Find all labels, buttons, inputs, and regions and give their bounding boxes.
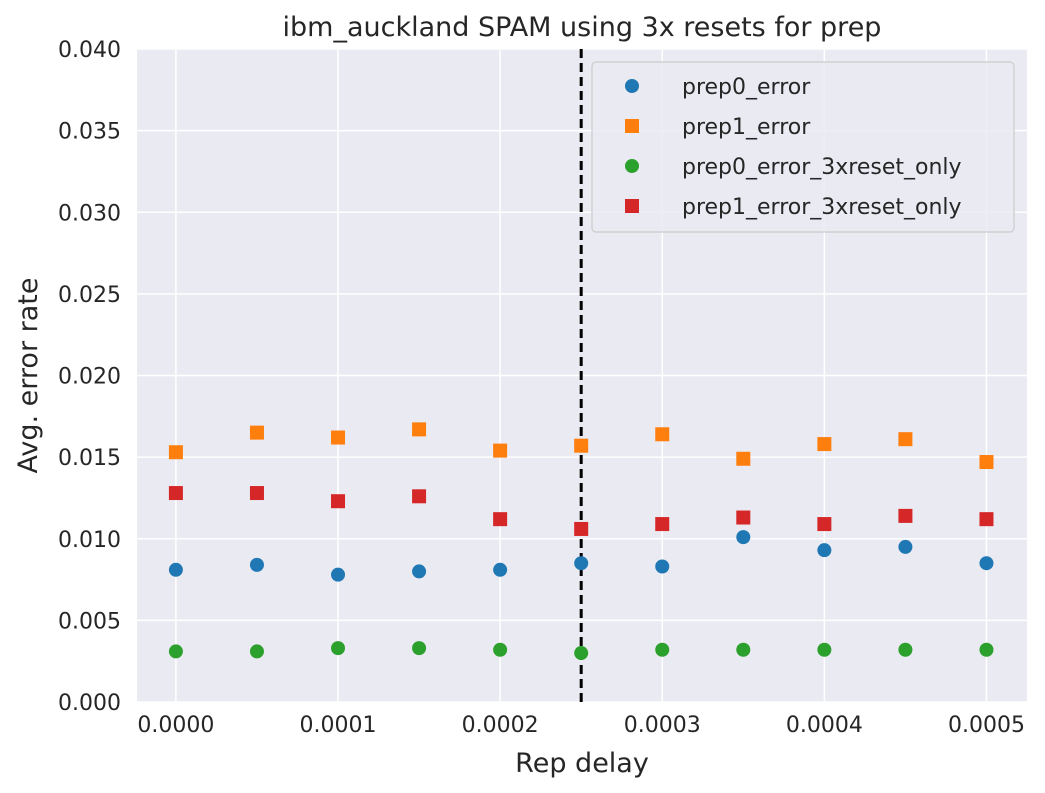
x-tick-label: 0.0002 <box>462 713 539 738</box>
legend-entry: prep0_error <box>682 75 811 100</box>
prep0_error-point <box>736 530 751 545</box>
legend-marker <box>625 159 639 173</box>
legend: prep0_error prep1_error prep0_error_3xrese… <box>591 61 1015 233</box>
prep1_error_3xreset_only-point <box>331 494 346 509</box>
prep0_error_3xreset_only-point <box>412 641 427 656</box>
prep0_error-point <box>817 543 832 558</box>
prep0_error-point <box>168 562 183 577</box>
prep1_error_3xreset_only-point <box>898 508 913 523</box>
prep1_error-point <box>412 422 427 437</box>
prep0_error_3xreset_only-point <box>574 646 589 661</box>
prep1_error-point <box>574 438 589 453</box>
prep1_error-point <box>817 437 832 452</box>
y-tick-label: 0.005 <box>58 609 121 634</box>
prep1_error-point <box>249 425 264 440</box>
legend-entry: prep0_error_3xreset_only <box>682 155 962 180</box>
prep0_error_3xreset_only-point <box>249 644 264 659</box>
prep0_error-point <box>979 556 994 571</box>
legend-marker <box>625 119 639 133</box>
data-marks <box>168 422 994 661</box>
prep1_error-point <box>898 432 913 447</box>
prep0_error_3xreset_only-point <box>736 642 751 657</box>
x-tick-label: 0.0004 <box>786 713 863 738</box>
y-tick-labels: 0.000 0.005 0.010 0.015 0.020 0.025 0.030 0.035… <box>58 38 121 716</box>
prep1_error_3xreset_only-point <box>736 510 751 525</box>
prep0_error_3xreset_only-point <box>655 642 670 657</box>
prep0_error_3xreset_only-point <box>493 642 508 657</box>
prep1_error_3xreset_only-point <box>655 517 670 532</box>
x-tick-label: 0.0003 <box>624 713 701 738</box>
prep1_error_3xreset_only-point <box>493 512 508 527</box>
prep1_error_3xreset_only-point <box>168 486 183 501</box>
prep1_error-point <box>331 430 346 445</box>
prep1_error-point <box>168 445 183 460</box>
y-tick-label: 0.015 <box>58 446 121 471</box>
prep1_error_3xreset_only-point <box>412 489 427 504</box>
prep1_error-point <box>655 427 670 442</box>
y-tick-label: 0.020 <box>58 365 121 390</box>
prep0_error-point <box>898 539 913 554</box>
x-axis-title: Rep delay <box>515 748 649 779</box>
y-tick-label: 0.030 <box>58 201 121 226</box>
prep0_error-point <box>574 556 589 571</box>
prep1_error-point <box>979 455 994 470</box>
legend-marker <box>625 199 639 213</box>
prep0_error_3xreset_only-point <box>331 641 346 656</box>
prep1_error_3xreset_only-point <box>817 517 832 532</box>
prep0_error-point <box>655 559 670 574</box>
legend-entry: prep1_error_3xreset_only <box>682 195 962 220</box>
y-tick-label: 0.035 <box>58 120 121 145</box>
prep1_error-point <box>736 451 751 466</box>
legend-marker <box>625 79 639 93</box>
prep0_error_3xreset_only-point <box>817 642 832 657</box>
y-tick-label: 0.040 <box>58 38 121 63</box>
legend-frame <box>591 61 1015 233</box>
prep0_error_3xreset_only-point <box>898 642 913 657</box>
prep0_error-point <box>412 564 427 579</box>
prep1_error_3xreset_only-point <box>979 512 994 527</box>
y-tick-label: 0.010 <box>58 528 121 553</box>
prep0_error-point <box>331 567 346 582</box>
prep0_error_3xreset_only-point <box>979 642 994 657</box>
prep1_error-point <box>493 443 508 458</box>
y-axis-title: Avg. error rate <box>13 278 44 474</box>
prep1_error_3xreset_only-point <box>249 486 264 501</box>
legend-entry: prep1_error <box>682 115 811 140</box>
chart-title: ibm_auckland SPAM using 3x resets for pr… <box>283 12 882 43</box>
prep0_error-point <box>493 562 508 577</box>
x-tick-label: 0.0001 <box>300 713 377 738</box>
x-tick-label: 0.0005 <box>948 713 1025 738</box>
prep1_error_3xreset_only-point <box>574 521 589 536</box>
x-tick-labels: 0.0000 0.0001 0.0002 0.0003 0.0004 0.0005 <box>137 713 1025 738</box>
y-tick-label: 0.000 <box>58 691 121 716</box>
prep0_error_3xreset_only-point <box>168 644 183 659</box>
y-tick-label: 0.025 <box>58 283 121 308</box>
prep0_error-point <box>249 557 264 572</box>
x-tick-label: 0.0000 <box>137 713 214 738</box>
